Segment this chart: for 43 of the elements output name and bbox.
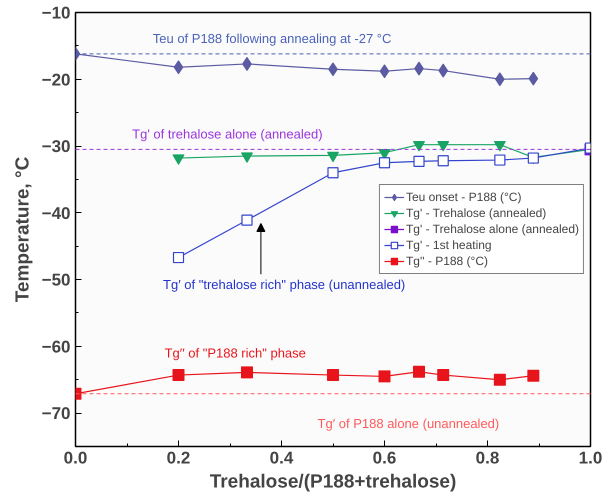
x-tick-label: 0.4 — [270, 448, 294, 468]
point — [413, 156, 425, 167]
x-tick-label: 0.8 — [476, 448, 500, 468]
point — [240, 152, 253, 163]
point — [494, 374, 506, 386]
y-tick-label: −50 — [42, 270, 71, 290]
ref-line-label: Teu of P188 following annealing at -27 °C — [152, 30, 392, 46]
x-tick-label: 0.0 — [64, 448, 88, 468]
point — [527, 370, 540, 382]
legend-label: Tg' - Trehalose (annealed) — [406, 205, 546, 221]
point — [241, 214, 253, 226]
point — [438, 155, 449, 166]
point — [172, 154, 184, 165]
point — [378, 157, 390, 168]
legend-label: Teu onset - P188 (°C) — [406, 189, 522, 205]
y-tick-label: −20 — [42, 70, 71, 90]
point — [378, 370, 390, 382]
point — [172, 369, 184, 382]
y-tick-label: −30 — [42, 137, 71, 156]
y-axis-title: Temperature, °C — [12, 156, 34, 302]
y-tick-label: −40 — [42, 204, 71, 223]
x-tick-label: 0.2 — [166, 448, 190, 468]
annotation: Tg′ of "trehalose rich" phase (unannealed) — [163, 276, 406, 292]
x-tick-label: 1.0 — [578, 448, 602, 468]
point — [437, 369, 450, 382]
y-tick-label: −70 — [42, 404, 71, 424]
point — [172, 252, 184, 264]
point — [438, 64, 448, 78]
point — [240, 366, 253, 378]
y-tick-label: −10 — [42, 4, 71, 22]
annotation: Tg′′ of "P188 rich" phase — [164, 345, 306, 360]
point — [413, 366, 426, 378]
x-tick-label: 0.6 — [372, 448, 396, 468]
point — [327, 167, 339, 178]
x-axis-title: Trehalose/(P188+trehalose) — [210, 472, 456, 492]
ref-line-label: Tg′ of P188 alone (unannealed) — [318, 416, 500, 431]
point — [494, 154, 506, 166]
legend-label: Tg' - Trehalose alone (annealed) — [406, 221, 579, 237]
y-tick-label: −60 — [42, 337, 71, 356]
legend-label: Tg'' - P188 (°C) — [406, 253, 488, 269]
legend-label: Tg' - 1st heating — [406, 237, 492, 253]
ref-line-label: Tg' of trehalose alone (annealed) — [132, 126, 323, 142]
point — [327, 369, 339, 382]
